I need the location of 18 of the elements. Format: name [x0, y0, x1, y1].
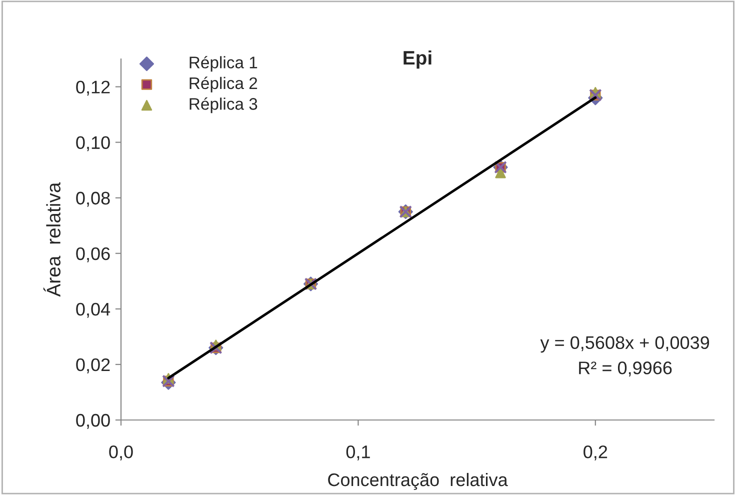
- y-tick-label: 0,02: [76, 358, 110, 374]
- y-tick-label: 0,00: [76, 414, 110, 429]
- legend-label: Réplica 3: [190, 97, 258, 114]
- y-tick-label: 0,04: [76, 302, 110, 318]
- annotation: y = 0,5608x + 0,0039: [540, 336, 710, 353]
- x-tick-label: 0,0: [109, 445, 133, 460]
- x-tick-label: 0,2: [584, 445, 608, 460]
- chart-title: Epi: [404, 50, 432, 69]
- legend-label: Réplica 1: [190, 56, 258, 72]
- x-axis-title: Concentração relativa: [328, 472, 508, 490]
- y-tick-label: 0,12: [76, 80, 110, 96]
- y-axis-title: Área relativa: [43, 182, 60, 297]
- x-tick-label: 0,1: [346, 445, 370, 460]
- y-tick-label: 0,08: [76, 192, 110, 207]
- y-tick-label: 0,10: [76, 136, 110, 152]
- legend-label: Réplica 2: [190, 76, 258, 92]
- annotation: R² = 0,9966: [579, 362, 672, 376]
- y-tick-label: 0,06: [76, 247, 110, 262]
